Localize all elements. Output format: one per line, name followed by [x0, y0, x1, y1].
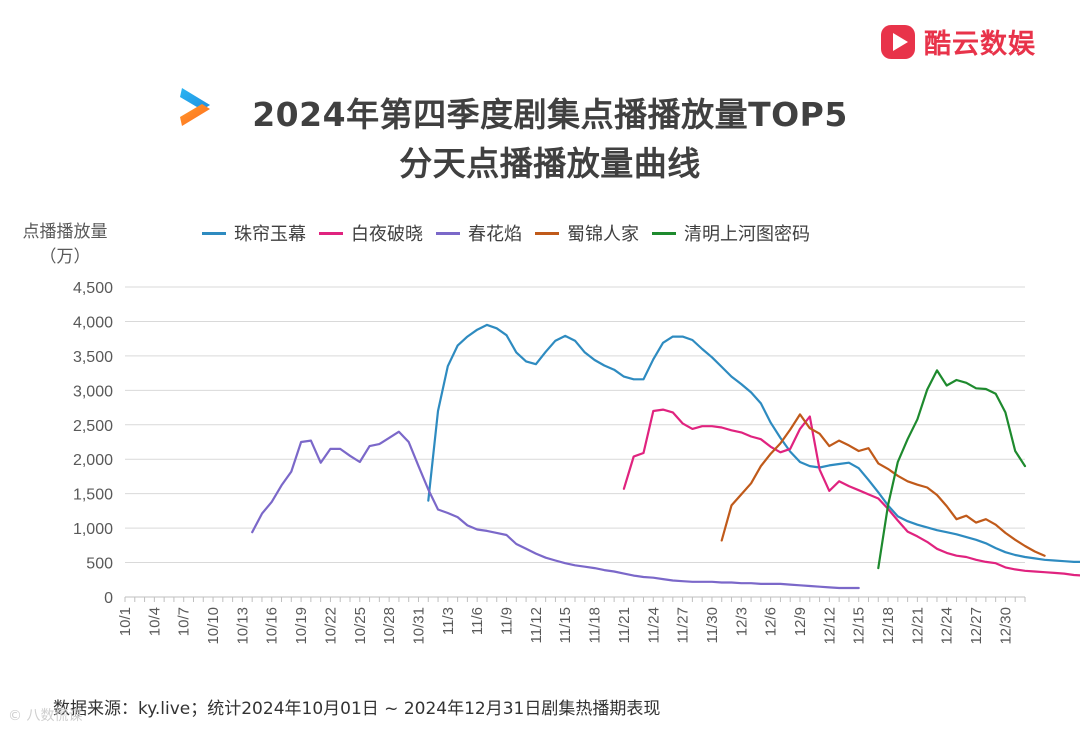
- x-tick-label: 10/4: [146, 607, 163, 636]
- chart-legend: 珠帘玉幕 白夜破晓 春花焰 蜀锦人家 清明上河图密码: [202, 220, 810, 246]
- legend-swatch: [202, 231, 226, 235]
- watermark: © 八数慌谋: [8, 708, 83, 724]
- series-line: [877, 369, 1027, 570]
- legend-swatch: [652, 231, 676, 235]
- x-tick-label: 10/31: [410, 607, 427, 645]
- x-tick-label: 10/19: [293, 607, 310, 645]
- x-tick-label: 10/10: [205, 607, 222, 645]
- x-tick-label: 10/16: [264, 607, 281, 645]
- y-axis-title: 点播播放量 （万）: [10, 220, 120, 270]
- x-tick-label: 12/24: [939, 607, 956, 645]
- x-tick-label: 11/18: [587, 607, 604, 643]
- y-tick-label: 0: [104, 590, 113, 607]
- x-tick-label: 11/6: [469, 607, 486, 635]
- y-tick-label: 3,500: [73, 349, 113, 366]
- x-tick-label: 12/9: [792, 607, 809, 636]
- y-tick-label: 4,500: [73, 280, 113, 297]
- x-tick-label: 12/27: [968, 607, 985, 645]
- x-tick-label: 11/27: [675, 607, 692, 643]
- x-tick-label: 12/18: [880, 607, 897, 645]
- y-axis-title-line1: 点播播放量: [22, 222, 108, 242]
- x-tick-label: 11/3: [440, 607, 457, 635]
- legend-item: 蜀锦人家: [535, 220, 639, 246]
- legend-item: 春花焰: [436, 220, 522, 246]
- x-tick-label: 12/21: [909, 607, 926, 645]
- legend-item: 清明上河图密码: [652, 220, 810, 246]
- y-tick-label: 3,000: [73, 383, 113, 400]
- chevron-logo-icon: [180, 88, 210, 126]
- y-tick-label: 1,000: [73, 521, 113, 538]
- x-tick-label: 10/13: [234, 607, 251, 645]
- chart-title: 2024年第四季度剧集点播播放量TOP5: [252, 95, 848, 134]
- x-tick-label: 12/15: [851, 607, 868, 645]
- x-tick-label: 10/28: [381, 607, 398, 645]
- y-tick-label: 1,500: [73, 487, 113, 504]
- data-source-note: 数据来源：ky.live；统计2024年10月01日 ~ 2024年12月31日…: [53, 699, 661, 719]
- x-tick-label: 12/12: [821, 607, 838, 645]
- chart-subtitle: 分天点播播放量曲线: [399, 144, 701, 183]
- legend-swatch: [535, 231, 559, 235]
- x-tick-label: 11/21: [616, 607, 633, 643]
- y-axis-title-line2: （万）: [39, 247, 91, 267]
- x-tick-label: 11/12: [528, 607, 545, 643]
- y-tick-label: 2,000: [73, 452, 113, 469]
- y-tick-label: 4,000: [73, 314, 113, 331]
- legend-label: 春花焰: [468, 224, 522, 245]
- x-tick-label: 10/25: [352, 607, 369, 645]
- x-tick-label: 12/6: [763, 607, 780, 636]
- legend-swatch: [319, 231, 343, 235]
- x-tick-label: 11/9: [499, 607, 516, 635]
- x-tick-label: 12/3: [733, 607, 750, 636]
- brand-logo: 酷云数娱: [880, 22, 1036, 61]
- x-tick-label: 11/30: [704, 607, 721, 643]
- y-tick-label: 500: [86, 556, 113, 573]
- x-tick-label: 10/1: [117, 607, 134, 636]
- legend-label: 珠帘玉幕: [234, 224, 306, 245]
- series-line: [251, 430, 860, 590]
- y-tick-label: 2,500: [73, 418, 113, 435]
- series-line: [720, 413, 1046, 557]
- play-icon: [881, 24, 915, 59]
- x-tick-label: 11/24: [645, 607, 662, 643]
- legend-label: 蜀锦人家: [567, 224, 639, 245]
- legend-label: 清明上河图密码: [684, 224, 810, 245]
- x-tick-label: 12/30: [997, 607, 1014, 645]
- legend-label: 白夜破晓: [351, 224, 423, 245]
- brand-name: 酷云数娱: [924, 29, 1036, 60]
- legend-item: 白夜破晓: [319, 220, 423, 246]
- legend-swatch: [436, 231, 460, 235]
- legend-item: 珠帘玉幕: [202, 220, 306, 246]
- series-line: [622, 408, 1080, 577]
- x-tick-label: 10/7: [176, 607, 193, 636]
- x-tick-label: 11/15: [557, 607, 574, 643]
- x-tick-label: 10/22: [322, 607, 339, 645]
- series-line: [427, 323, 1080, 564]
